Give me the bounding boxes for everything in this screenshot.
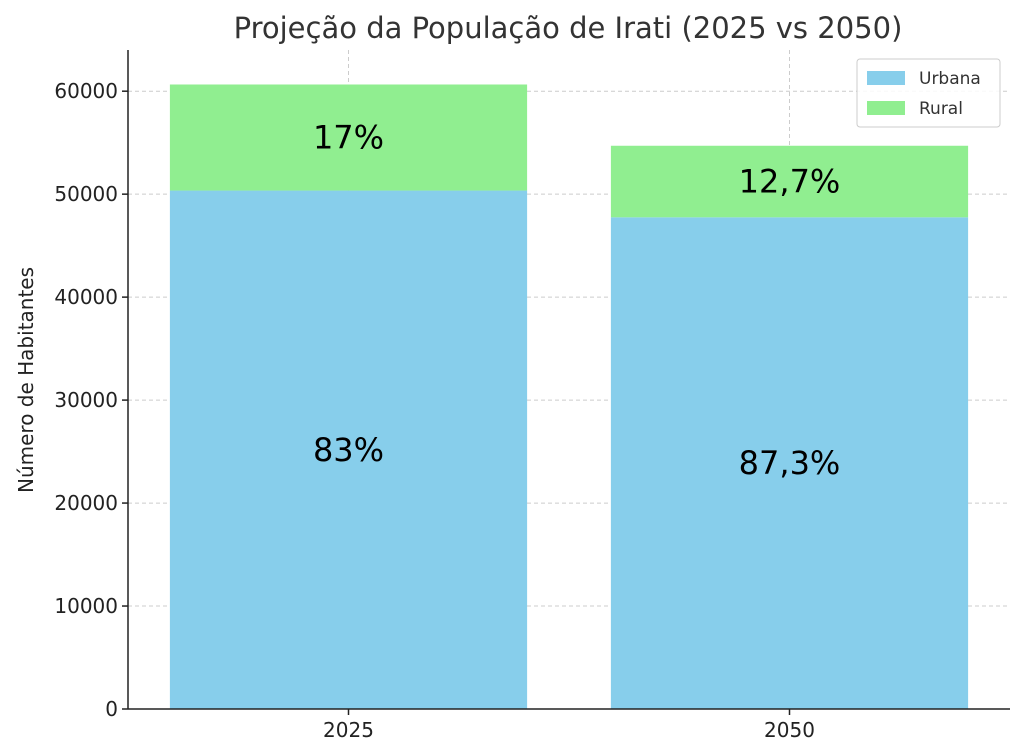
chart-title: Projeção da População de Irati (2025 vs … — [234, 11, 903, 45]
x-tick-label-0: 2025 — [323, 718, 374, 742]
legend-swatch-rural — [867, 101, 905, 115]
data-label-urbana-2050: 87,3% — [739, 444, 841, 482]
y-tick-label-2: 20000 — [54, 491, 118, 515]
data-label-rural-2050: 12,7% — [739, 163, 841, 201]
data-labels: 83% 17% 87,3% 12,7% — [313, 119, 840, 483]
y-tick-label-5: 50000 — [54, 182, 118, 206]
data-label-urbana-2025: 83% — [313, 431, 384, 469]
axes: 0 10000 20000 30000 40000 50000 60000 2025 2050 — [54, 50, 1010, 742]
legend-swatch-urbana — [867, 71, 905, 85]
y-tick-label-4: 40000 — [54, 285, 118, 309]
x-tick-label-1: 2050 — [764, 718, 815, 742]
legend-label-rural: Rural — [919, 99, 963, 119]
bar-rural-2025 — [169, 84, 528, 191]
y-tick-label-1: 10000 — [54, 594, 118, 618]
y-tick-label-3: 30000 — [54, 388, 118, 412]
y-tick-label-6: 60000 — [54, 79, 118, 103]
legend-label-urbana: Urbana — [919, 69, 981, 89]
bar-rural-2050 — [610, 145, 969, 218]
bars — [169, 84, 969, 709]
bar-urbana-2050 — [610, 217, 969, 709]
bar-urbana-2025 — [169, 190, 528, 709]
y-axis-label: Número de Habitantes — [14, 267, 38, 493]
data-label-rural-2025: 17% — [313, 119, 384, 157]
legend: Urbana Rural — [856, 58, 1001, 128]
y-tick-label-0: 0 — [105, 697, 118, 721]
